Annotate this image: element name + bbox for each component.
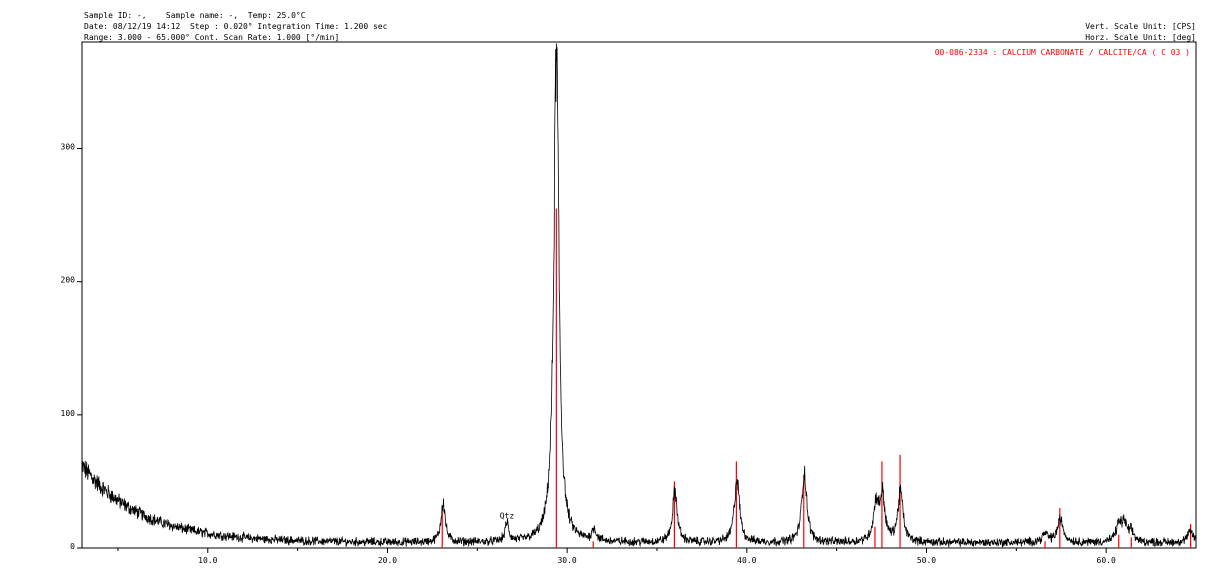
horizontal-scale-unit: Horz. Scale Unit: [deg]: [1085, 33, 1196, 42]
peak-annotations: Qtz: [500, 512, 515, 521]
x-tick-label-0: 10.0: [198, 556, 217, 565]
y-tick-label-1: 100: [61, 409, 76, 418]
x-tick-label-1: 20.0: [378, 556, 397, 565]
range-scan-line: Range: 3.000 - 65.000° Cont. Scan Rate: …: [84, 33, 340, 42]
y-tick-label-2: 200: [61, 276, 76, 285]
annotation-0: Qtz: [500, 512, 515, 521]
axis-ticks: 0 100 200 300 10.0 20.0 30.0 40.0 50.0 60.0: [61, 143, 1116, 565]
x-tick-label-4: 50.0: [917, 556, 936, 565]
x-tick-label-2: 30.0: [557, 556, 576, 565]
plot-frame: [81, 41, 1197, 549]
vertical-scale-unit: Vert. Scale Unit: [CPS]: [1085, 22, 1196, 31]
reference-pattern-label: 00-086-2334 : CALCIUM CARBONATE / CALCIT…: [934, 48, 1190, 57]
y-tick-label-3: 300: [61, 143, 76, 152]
x-tick-label-5: 60.0: [1097, 556, 1116, 565]
x-tick-label-3: 40.0: [737, 556, 756, 565]
y-tick-label-0: 0: [70, 542, 75, 551]
date-step-line: Date: 08/12/19 14:12 Step : 0.020° Integ…: [84, 22, 388, 31]
diffraction-trace: [81, 43, 1197, 549]
sample-info-line: Sample ID: -, Sample name: -, Temp: 25.0…: [84, 11, 306, 20]
reference-lines: [441, 208, 1192, 548]
